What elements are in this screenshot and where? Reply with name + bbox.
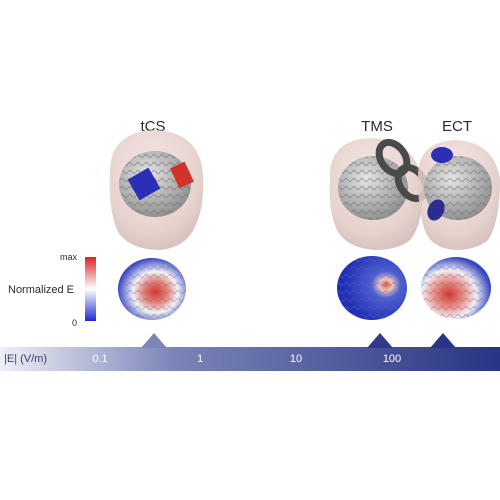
- pointer-tms: [367, 333, 393, 348]
- tick-0-1: 0.1: [92, 353, 108, 365]
- legend-max: max: [60, 252, 78, 262]
- ect-field-map: [421, 257, 491, 319]
- tcs-electrode-red: [170, 161, 194, 189]
- pointer-tcs: [141, 333, 167, 348]
- label-tms: TMS: [361, 118, 393, 135]
- tcs-head: [109, 130, 204, 250]
- tick-100: 100: [382, 353, 402, 365]
- tick-10: 10: [289, 353, 303, 365]
- ect-electrode-side: [427, 199, 445, 221]
- pointer-ect: [430, 333, 456, 348]
- tms-head: [329, 138, 430, 250]
- ect-electrode-top: [431, 147, 453, 163]
- label-ect: ECT: [442, 118, 472, 135]
- tick-1: 1: [196, 353, 204, 365]
- tms-field-map: [337, 256, 407, 320]
- legend-min: 0: [72, 318, 78, 328]
- axis-label: |E| (V/m): [4, 353, 47, 365]
- ect-head: [417, 140, 500, 250]
- scale-bar: [0, 333, 500, 371]
- colorbar: [85, 257, 96, 321]
- tcs-electrode-blue: [127, 167, 161, 201]
- legend-title: Normalized E: [8, 284, 75, 296]
- tcs-field-map: [118, 258, 186, 320]
